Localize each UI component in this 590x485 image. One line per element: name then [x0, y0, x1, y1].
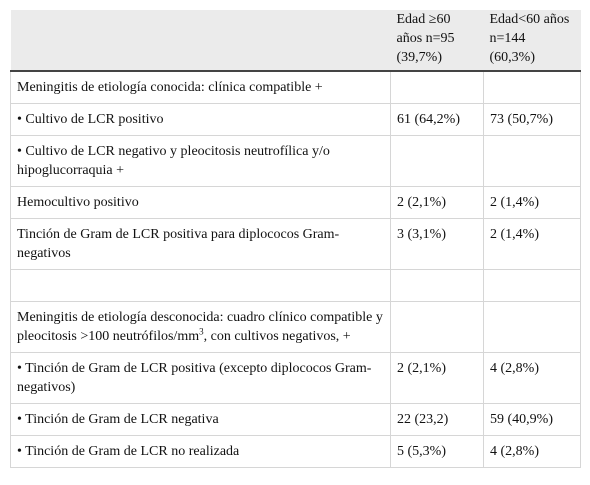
header-cell: Edad ≥60 años n=95 (39,7%) [390, 10, 484, 72]
table-row: • Cultivo de LCR negativo y pleocitosis … [10, 135, 581, 187]
value-cell: 73 (50,7%) [483, 103, 581, 136]
value-cell [483, 269, 581, 302]
table-header: Edad ≥60 años n=95 (39,7%) Edad<60 años n=14… [10, 10, 581, 72]
row-label: • Tinción de Gram de LCR positiva (excep… [10, 352, 391, 404]
header-line: (39,7%) [396, 50, 443, 65]
row-label: • Cultivo de LCR negativo y pleocitosis … [10, 135, 391, 187]
cell-text: 61 (64,2%) [397, 112, 460, 127]
row-label [10, 269, 391, 302]
cell-text: • Tinción de Gram de LCR negativa [17, 412, 219, 427]
row-label: Hemocultivo positivo [10, 186, 391, 219]
cell-text: 2 (2,1%) [397, 195, 446, 210]
cell-text: 3 (3,1%) [397, 227, 446, 242]
table-row: Hemocultivo positivo 2 (2,1%) 2 (1,4%) [10, 186, 581, 219]
value-cell: 22 (23,2) [390, 403, 484, 436]
row-label: Meningitis de etiología desconocida: cua… [10, 301, 391, 353]
superscript: 3 [199, 326, 204, 337]
value-cell: 3 (3,1%) [390, 218, 484, 270]
table-container: Edad ≥60 años n=95 (39,7%) Edad<60 años n=14… [10, 10, 581, 468]
cell-text: 2 (1,4%) [490, 227, 539, 242]
cell-text: 59 (40,9%) [490, 412, 553, 427]
cell-text: 73 (50,7%) [490, 112, 553, 127]
table: Edad ≥60 años n=95 (39,7%) Edad<60 años n=14… [10, 10, 581, 468]
cell-text: 4 (2,8%) [490, 444, 539, 459]
table-row: Meningitis de etiología conocida: clínic… [10, 70, 581, 104]
table-row: • Tinción de Gram de LCR negativa 22 (23,… [10, 403, 581, 436]
table-row: • Tinción de Gram de LCR positiva (excep… [10, 352, 581, 404]
cell-text: 4 (2,8%) [490, 361, 539, 376]
header-cell [10, 10, 391, 72]
header-row: Edad ≥60 años n=95 (39,7%) Edad<60 años n=14… [10, 10, 581, 72]
value-cell: 2 (2,1%) [390, 186, 484, 219]
cell-text: 2 (2,1%) [397, 361, 446, 376]
row-label: • Cultivo de LCR positivo [10, 103, 391, 136]
cell-text: , con cultivos negativos, + [203, 329, 351, 344]
row-label: Tinción de Gram de LCR positiva para dip… [10, 218, 391, 270]
value-cell: 2 (1,4%) [483, 186, 581, 219]
cell-text: 5 (5,3%) [397, 444, 446, 459]
value-cell [390, 135, 484, 187]
cell-text: • Tinción de Gram de LCR positiva (excep… [17, 361, 372, 395]
value-cell: 59 (40,9%) [483, 403, 581, 436]
cell-text: 22 (23,2) [397, 412, 449, 427]
value-cell [483, 301, 581, 353]
value-cell: 2 (2,1%) [390, 352, 484, 404]
value-cell: 61 (64,2%) [390, 103, 484, 136]
header-line: n=144 [489, 31, 526, 46]
value-cell [390, 269, 484, 302]
header-cell: Edad<60 años n=144 (60,3%) [483, 10, 581, 72]
cell-text: • Tinción de Gram de LCR no realizada [17, 444, 240, 459]
table-row [10, 269, 581, 302]
cell-text: • Cultivo de LCR negativo y pleocitosis … [17, 144, 330, 178]
table-row: Meningitis de etiología desconocida: cua… [10, 301, 581, 353]
value-cell: 5 (5,3%) [390, 435, 484, 468]
cell-text: Meningitis de etiología desconocida: cua… [17, 310, 383, 344]
header-line: Edad<60 años [489, 12, 570, 27]
row-label: Meningitis de etiología conocida: clínic… [10, 70, 391, 104]
header-line: años n=95 [396, 31, 455, 46]
cell-text: Tinción de Gram de LCR positiva para dip… [17, 227, 340, 261]
value-cell: 4 (2,8%) [483, 435, 581, 468]
cell-text: • Cultivo de LCR positivo [17, 112, 164, 127]
header-line: Edad ≥60 [396, 12, 451, 27]
value-cell [390, 70, 484, 104]
value-cell: 4 (2,8%) [483, 352, 581, 404]
value-cell: 2 (1,4%) [483, 218, 581, 270]
value-cell [483, 135, 581, 187]
cell-text: Meningitis de etiología conocida: clínic… [17, 80, 323, 95]
table-row: Tinción de Gram de LCR positiva para dip… [10, 218, 581, 270]
value-cell [390, 301, 484, 353]
cell-text: Hemocultivo positivo [17, 195, 139, 210]
row-label: • Tinción de Gram de LCR negativa [10, 403, 391, 436]
row-label: • Tinción de Gram de LCR no realizada [10, 435, 391, 468]
header-line: (60,3%) [489, 50, 536, 65]
table-row: • Tinción de Gram de LCR no realizada 5 (… [10, 435, 581, 468]
table-body: Meningitis de etiología conocida: clínic… [10, 70, 581, 468]
table-row: • Cultivo de LCR positivo 61 (64,2%) 73 (5… [10, 103, 581, 136]
cell-text: 2 (1,4%) [490, 195, 539, 210]
value-cell [483, 70, 581, 104]
